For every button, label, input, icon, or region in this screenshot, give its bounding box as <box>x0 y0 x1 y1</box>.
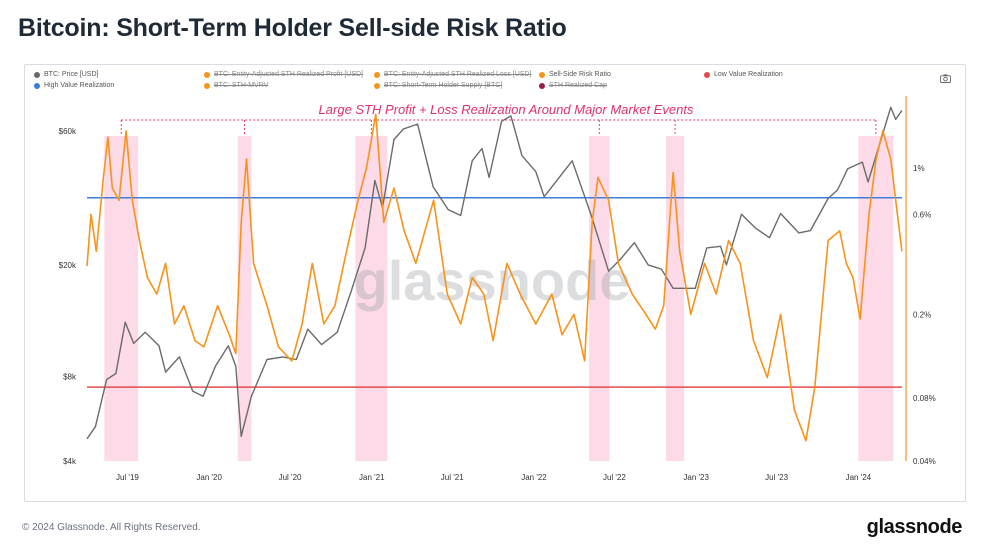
legend-swatch <box>539 82 545 89</box>
legend-swatch <box>204 82 210 89</box>
footer-logo: glassnode <box>866 516 963 538</box>
legend-label: BTC: Entity-Adjusted STH Realized Loss [… <box>384 71 532 78</box>
legend-item[interactable]: BTC: STH-MVRV <box>204 82 268 89</box>
legend-label: BTC: Entity-Adjusted STH Realized Profit… <box>214 71 363 78</box>
legend-item[interactable]: BTC: Price [USD] <box>34 71 98 78</box>
legend-item[interactable]: High Value Realization <box>34 82 114 89</box>
legend-swatch <box>539 71 545 78</box>
y-right-tick-label: 0.6% <box>913 210 931 219</box>
y-right-tick-label: 0.04% <box>913 457 936 466</box>
legend-label: BTC: STH-MVRV <box>214 82 269 89</box>
series-line <box>86 113 903 442</box>
highlight-band <box>589 136 610 461</box>
annotation-label: Large STH Profit + Loss Realization Arou… <box>319 102 694 117</box>
legend-swatch <box>204 71 210 78</box>
x-tick-label: Jul '21 <box>441 473 464 482</box>
camera-icon[interactable] <box>940 74 951 83</box>
x-tick-label: Jan '21 <box>359 473 385 482</box>
legend-label: Sell-Side Risk Ratio <box>549 71 611 78</box>
legend-item[interactable]: Low Value Realization <box>704 71 783 78</box>
legend-item[interactable]: Sell-Side Risk Ratio <box>539 71 611 78</box>
y-left-tick-label: $60k <box>59 127 77 136</box>
legend-swatch <box>374 82 380 89</box>
highlight-band <box>665 136 685 461</box>
x-tick-label: Jan '23 <box>683 473 709 482</box>
page-title: Bitcoin: Short-Term Holder Sell-side Ris… <box>18 14 567 42</box>
legend-item[interactable]: BTC: Entity-Adjusted STH Realized Profit… <box>204 71 363 78</box>
legend-label: Low Value Realization <box>714 71 783 78</box>
y-right-tick-label: 0.2% <box>913 310 931 319</box>
legend-item[interactable]: BTC: Short-Term Holder Supply [BTC] <box>374 82 502 89</box>
y-left-tick-label: $20k <box>59 261 77 270</box>
y-left-tick-label: $4k <box>63 457 77 466</box>
highlight-band <box>104 136 139 461</box>
legend-label: BTC: Short-Term Holder Supply [BTC] <box>384 82 503 89</box>
series-line <box>86 106 903 440</box>
x-tick-label: Jan '22 <box>521 473 547 482</box>
y-left-tick-label: $8k <box>63 373 77 382</box>
legend-item[interactable]: BTC: Entity-Adjusted STH Realized Loss [… <box>374 71 531 78</box>
x-tick-label: Jan '24 <box>846 473 872 482</box>
highlight-band <box>858 136 894 461</box>
legend-swatch <box>34 82 40 89</box>
legend-item[interactable]: STH Realized Cap <box>539 82 607 89</box>
legend-swatch <box>374 71 380 78</box>
x-tick-label: Jul '22 <box>603 473 626 482</box>
watermark: glassnode <box>354 249 631 312</box>
y-right-tick-label: 1% <box>913 164 925 173</box>
x-tick-label: Jul '20 <box>279 473 302 482</box>
x-tick-label: Jan '20 <box>196 473 222 482</box>
legend-label: High Value Realization <box>44 82 115 89</box>
legend-swatch <box>704 71 710 78</box>
legend-swatch <box>34 71 40 78</box>
x-tick-label: Jul '19 <box>116 473 139 482</box>
footer-copyright: © 2024 Glassnode. All Rights Reserved. <box>22 522 201 533</box>
legend-label: STH Realized Cap <box>549 82 607 89</box>
y-right-tick-label: 0.08% <box>913 394 936 403</box>
chart-panel <box>24 64 966 502</box>
x-tick-label: Jul '23 <box>765 473 788 482</box>
legend-label: BTC: Price [USD] <box>44 71 99 78</box>
